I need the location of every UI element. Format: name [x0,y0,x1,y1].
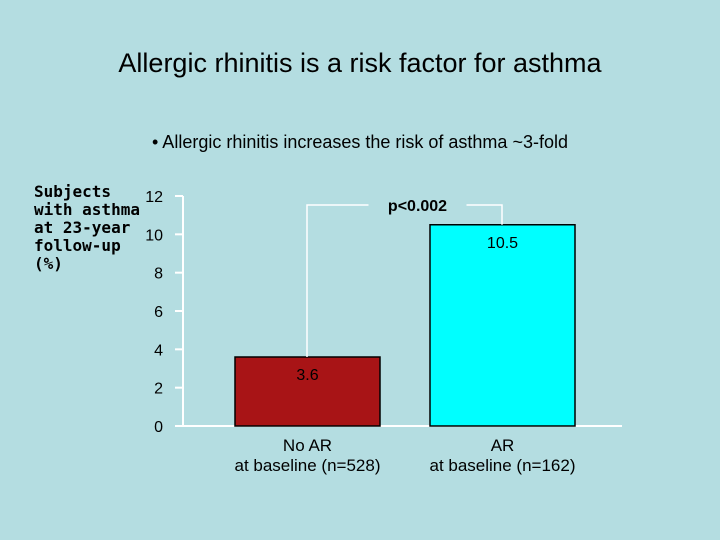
x-category-label: AR at baseline (n=162) [429,436,575,475]
p-value-annotation: p<0.002 [388,198,447,215]
x-category-label: No AR at baseline (n=528) [234,436,380,475]
y-tick-label: 0 [154,419,163,436]
slide-title: Allergic rhinitis is a risk factor for a… [118,48,602,78]
y-tick-label: 10 [145,227,163,244]
p-value-annotation-background [368,195,467,215]
y-tick-label: 12 [145,189,163,206]
y-tick-label: 8 [154,266,163,283]
bar-value-label: 10.5 [487,235,518,252]
bar [234,356,381,427]
bar [429,224,576,427]
y-tick-label: 2 [154,381,163,398]
y-tick-label: 6 [154,304,163,321]
slide-subtitle: • Allergic rhinitis increases the risk o… [152,132,568,152]
bar-value-label: 3.6 [296,367,318,384]
y-axis-label: Subjects with asthma at 23-year follow-u… [34,182,140,273]
y-tick-label: 4 [154,342,163,359]
